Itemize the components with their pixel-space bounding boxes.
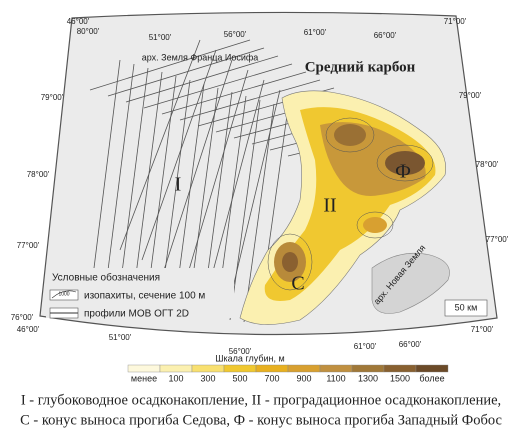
profile-line [131, 71, 163, 307]
caption: I - глубоководное осадконакопление, II -… [21, 392, 501, 408]
depth-swatch [127, 364, 161, 373]
isopachs [267, 117, 434, 291]
depth-area [282, 252, 298, 272]
coordinate-label: 66°00' [399, 340, 422, 349]
coordinate-label: 51°00' [109, 333, 132, 342]
coordinate-label: 77°00' [486, 235, 509, 244]
legend-swatch [49, 289, 79, 301]
legend-item: профили МОВ ОГТ 2D [84, 308, 189, 320]
depth-area [363, 217, 387, 233]
profile-line [179, 79, 321, 121]
depth-label: 700 [264, 373, 279, 383]
coordinate-label: 79°00' [41, 93, 64, 102]
profile-line [117, 67, 149, 305]
depth-label: 500 [232, 373, 247, 383]
coordinate-label: 77°00' [17, 241, 40, 250]
profile-line [143, 63, 293, 109]
zone-label: C [291, 273, 304, 295]
coordinate-label: 78°00' [476, 160, 499, 169]
zone-label: II [323, 195, 336, 217]
legend-sample-label: 1000 [58, 291, 69, 297]
depth-swatch [159, 364, 193, 373]
map-title: Средний карбон [305, 59, 416, 75]
depth-swatch [287, 364, 321, 373]
profile-line [207, 79, 265, 291]
depth-label: более [419, 373, 444, 383]
coordinate-label: 46°00' [17, 325, 40, 334]
map-frame [39, 11, 498, 336]
profile-line [185, 69, 249, 281]
profile-line [125, 55, 279, 103]
depth-label: 300 [200, 373, 215, 383]
legend-swatch [51, 290, 77, 299]
coordinate-label: 71°00' [471, 325, 494, 334]
coordinate-label: 56°00' [224, 30, 247, 39]
coordinate-label: 80°00' [77, 27, 100, 36]
profile-line [107, 47, 265, 97]
zone-label: Ф [395, 161, 411, 183]
profile-line [89, 59, 121, 301]
depth-label: менее [131, 373, 157, 383]
profile-line [141, 49, 217, 261]
coordinate-label: 61°00' [304, 28, 327, 37]
novaya-zemlya [371, 252, 450, 314]
coordinate-label: 79°00' [459, 91, 482, 100]
coordinate-label: 51°00' [149, 33, 172, 42]
profile-line [229, 89, 281, 301]
coordinate-label: 66°00' [374, 31, 397, 40]
profile-line [103, 63, 135, 303]
scale-bar [444, 299, 488, 317]
depth-area [334, 124, 366, 146]
depth-label: 100 [168, 373, 183, 383]
coordinate-label: 61°00' [354, 342, 377, 351]
scale-bar-label: 50 км [455, 302, 478, 312]
depth-area [385, 151, 425, 175]
depth-swatch [351, 364, 385, 373]
depth-swatch [191, 364, 225, 373]
depth-label: 1300 [358, 373, 378, 383]
depth-label: 900 [296, 373, 311, 383]
depth-swatch [223, 364, 257, 373]
depth-swatch [383, 364, 417, 373]
legend-item: изопахиты, сечение 100 м [84, 291, 205, 302]
legend-title: Условные обозначения [52, 272, 160, 284]
coordinate-label: 56°00' [229, 347, 252, 356]
depth-swatch [319, 364, 353, 373]
profile-line [163, 59, 233, 271]
coordinate-label: 76°00' [11, 313, 34, 322]
profile-line [243, 103, 275, 323]
depth-scale-title: Шкала глубин, м [215, 353, 284, 363]
caption: С - конус выноса прогиба Седова, Ф - кон… [20, 412, 502, 428]
coordinate-label: 46°00' [67, 17, 90, 26]
depth-label: 1100 [326, 373, 345, 383]
depth-label: 1500 [390, 373, 410, 383]
profile-line [119, 39, 201, 251]
place-label: арх. Земля Франца Иосифа [142, 52, 259, 62]
coordinate-label: 78°00' [27, 170, 50, 179]
zone-label: I [175, 174, 182, 196]
profile-line [89, 39, 251, 91]
depth-swatch [415, 364, 449, 373]
coordinate-label: 71°00' [444, 17, 467, 26]
depth-swatch [255, 364, 289, 373]
profile-line [229, 99, 261, 321]
profile-line [161, 71, 307, 115]
